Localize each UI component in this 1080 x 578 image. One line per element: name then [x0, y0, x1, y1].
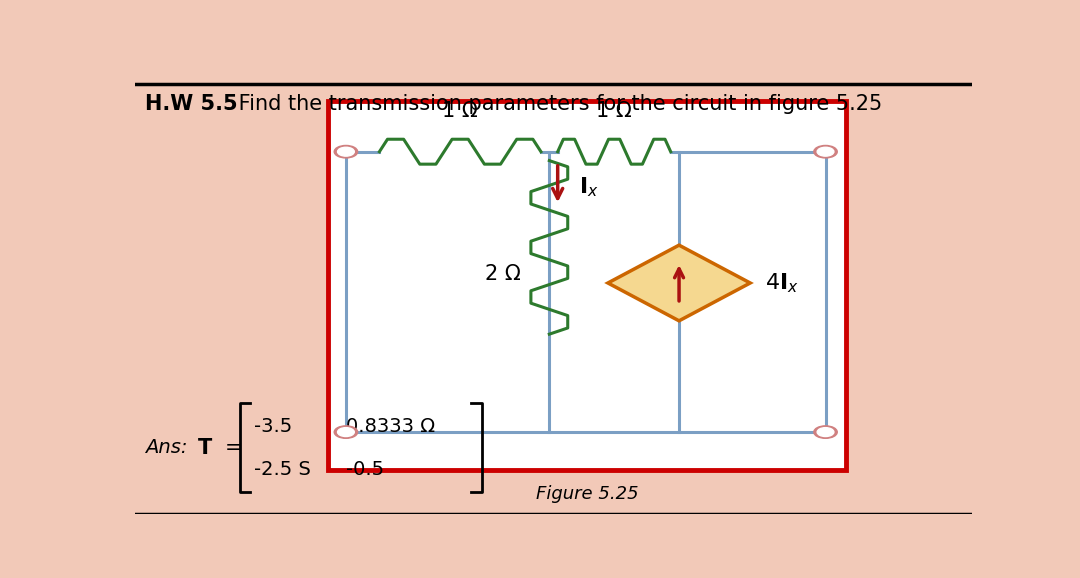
Text: -0.5: -0.5	[346, 460, 384, 479]
Text: $\mathbf{I}_x$: $\mathbf{I}_x$	[579, 176, 598, 199]
Text: 1 Ω: 1 Ω	[443, 101, 478, 121]
Text: 1 Ω: 1 Ω	[596, 101, 632, 121]
Circle shape	[338, 428, 354, 436]
Circle shape	[814, 146, 837, 158]
Text: 0.8333 Ω: 0.8333 Ω	[346, 417, 435, 436]
Circle shape	[814, 426, 837, 438]
Circle shape	[338, 147, 354, 156]
FancyBboxPatch shape	[327, 101, 847, 470]
Text: : Find the transmission parameters for the circuit in figure 5.25: : Find the transmission parameters for t…	[225, 94, 881, 114]
Circle shape	[334, 426, 357, 438]
Text: H.W 5.5: H.W 5.5	[145, 94, 238, 114]
Circle shape	[334, 146, 357, 158]
Text: 2 Ω: 2 Ω	[485, 264, 522, 284]
Text: =: =	[225, 438, 242, 458]
Text: Ans:: Ans:	[145, 438, 188, 457]
Polygon shape	[608, 245, 751, 321]
Circle shape	[818, 147, 834, 156]
Text: -3.5: -3.5	[254, 417, 292, 436]
Text: Figure 5.25: Figure 5.25	[536, 486, 638, 503]
Text: -2.5 S: -2.5 S	[254, 460, 311, 479]
Text: $4\mathbf{I}_x$: $4\mathbf{I}_x$	[766, 271, 799, 295]
Text: $\mathbf{T}$: $\mathbf{T}$	[197, 438, 213, 458]
Circle shape	[818, 428, 834, 436]
